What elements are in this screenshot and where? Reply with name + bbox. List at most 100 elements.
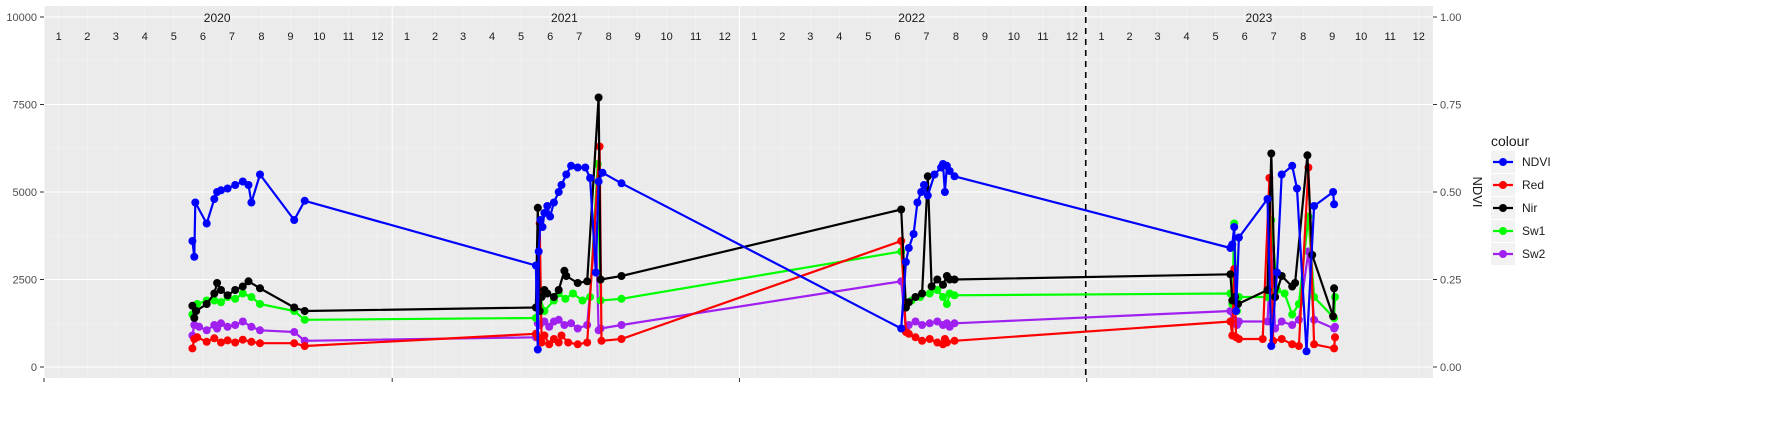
data-point-sw2 [918,321,927,329]
data-point-red [202,337,211,346]
data-point-ndvi [897,324,906,333]
data-point-ndvi [191,198,200,207]
data-point-red [223,336,232,345]
data-point-nir [1329,312,1338,321]
data-point-ndvi [940,188,949,196]
data-point-ndvi [591,268,600,277]
month-label: 10 [1008,31,1020,43]
data-point-sw1 [617,294,626,303]
data-point-ndvi [562,170,571,179]
data-point-nir [594,93,603,102]
data-point-ndvi [217,186,225,195]
data-point-ndvi [573,163,582,172]
data-point-ndvi [581,163,590,172]
data-point-ndvi [1310,202,1319,210]
month-label: 2 [84,31,90,43]
data-point-sw2 [238,317,247,326]
data-point-ndvi [202,219,211,228]
data-point-red [557,331,566,340]
legend-item-ndvi: NDVI [1491,151,1551,173]
data-point-ndvi [533,345,542,354]
legend-label: Red [1522,178,1544,192]
data-point-nir [213,279,222,287]
month-label: 11 [690,31,701,43]
data-point-sw2 [911,317,920,326]
month-label: 3 [807,31,813,43]
data-point-nir [927,282,936,291]
y-right-tick-label: 1.00 [1440,12,1461,24]
month-label: 12 [719,31,731,43]
data-point-nir [596,275,605,284]
month-label: 12 [371,31,383,43]
data-point-sw2 [195,322,204,331]
data-point-nir [933,275,942,284]
month-label: 4 [1184,31,1190,43]
data-point-nir [533,203,542,212]
month-label: 1 [56,31,62,43]
month-label: 5 [518,31,524,43]
data-point-red [238,335,247,344]
data-point-ndvi [210,195,219,203]
data-point-ndvi [598,168,607,177]
data-point-nir [549,293,558,301]
year-label: 2023 [1246,11,1273,25]
data-point-red [918,336,927,345]
data-point-sw1 [1310,293,1319,301]
year-labels: 2020 2021 2022 2023 [204,11,1273,25]
data-point-sw1 [247,293,256,301]
data-point-ndvi [950,172,959,181]
month-label: 5 [1213,31,1219,43]
data-point-nir [217,286,225,294]
y-right-tick-label: 0.00 [1440,362,1461,374]
data-point-red [290,339,299,348]
month-tick-labels: 1 2 3 4 5 6 7 8 9 10 11 12 1 2 3 4 5 6 7 8 9 10 11 12 1 2 3 4 5 6 7 8 9 1… [56,31,1425,43]
data-point-ndvi [543,202,552,210]
data-point-nir [1267,149,1276,158]
data-point-ndvi [188,237,197,245]
data-point-ndvi [901,258,910,266]
month-label: 6 [200,31,206,43]
month-label: 9 [982,31,988,43]
data-point-sw2 [1294,315,1303,324]
data-point-nir [923,172,932,181]
data-point-ndvi [223,184,232,193]
data-point-sw2 [231,321,240,329]
data-point-red [897,237,906,245]
data-point-nir [911,293,920,301]
data-point-sw1 [1331,293,1339,301]
data-point-nir [617,272,626,280]
data-point-red [217,338,225,347]
data-point-red [188,344,197,353]
data-point-ndvi [945,167,954,175]
data-point-sw2 [247,322,256,331]
right-y-axis: 0.00 0.25 0.50 0.75 1.00 [1433,12,1461,374]
month-label: 10 [661,31,673,43]
data-point-red [942,338,951,347]
data-point-ndvi [930,170,939,179]
legend-item-sw2: Sw2 [1491,243,1546,265]
data-point-red [573,340,582,349]
data-point-sw2 [223,322,232,331]
data-point-ndvi [554,188,563,196]
data-point-ndvi [190,252,199,261]
data-point-nir [1291,279,1300,287]
data-point-sw1 [217,298,225,307]
data-point-red [256,339,264,348]
data-point-nir [192,307,201,315]
legend-key-point [1499,204,1507,212]
legend-key-point [1499,181,1507,189]
data-point-sw1 [578,296,587,305]
data-point-sw2 [904,321,913,329]
data-point-ndvi [231,181,240,189]
month-label: 4 [142,31,148,43]
data-point-red [597,336,606,345]
legend-title: colour [1491,133,1529,149]
data-point-sw1 [925,289,934,298]
data-point-ndvi [1234,233,1243,242]
month-label: 5 [171,31,177,43]
data-point-red [193,333,202,342]
data-point-sw2 [567,319,576,328]
legend-item-nir: Nir [1491,197,1537,219]
data-point-nir [939,280,947,289]
data-point-sw1 [210,296,219,305]
